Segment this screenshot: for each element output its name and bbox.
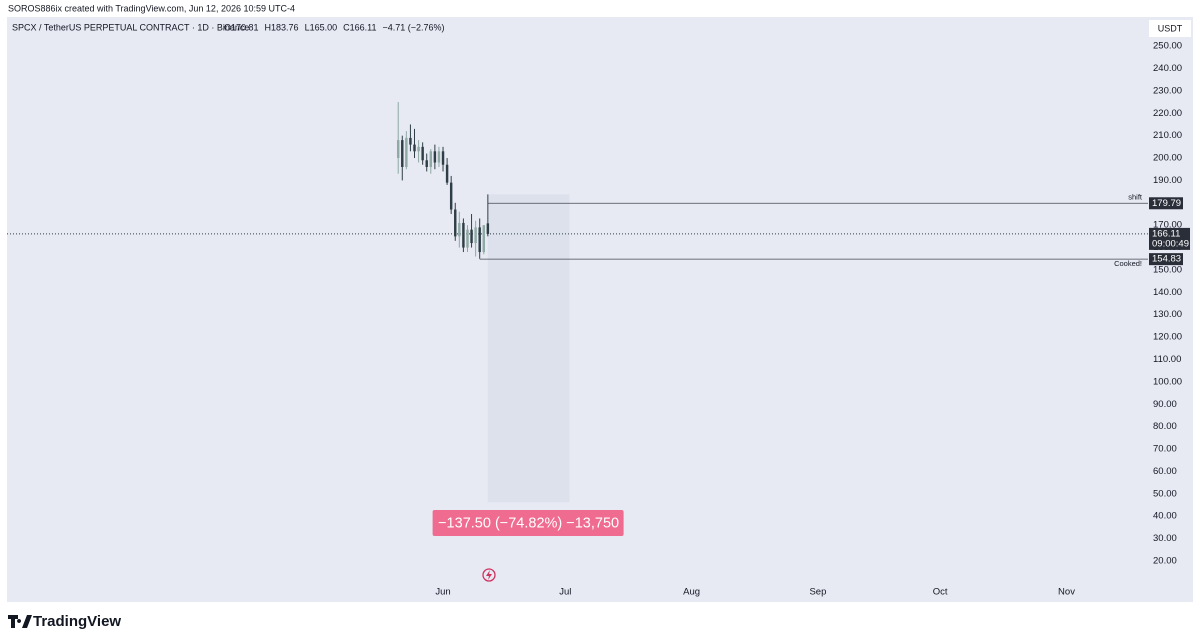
lightning-icon <box>482 568 496 582</box>
price-label: 154.83 <box>1152 254 1181 265</box>
legend-item: H183.76 <box>265 22 299 32</box>
candle-body <box>462 222 465 248</box>
y-tick-label: 230.00 <box>1153 85 1182 96</box>
candle-body <box>466 229 469 248</box>
chart-background <box>7 17 1193 602</box>
x-tick-label: Sep <box>809 587 826 598</box>
candle-body <box>421 146 424 161</box>
price-label-box <box>1149 197 1183 210</box>
y-tick-label: 60.00 <box>1153 466 1177 477</box>
measure-label-box <box>432 510 624 536</box>
y-tick-label: 30.00 <box>1153 533 1177 544</box>
price-label: 179.79 <box>1152 198 1181 209</box>
legend-item: C166.11 <box>343 22 376 32</box>
measure-range <box>487 194 570 503</box>
chart-title: SPCX / TetherUS PERPETUAL CONTRACT · 1D … <box>12 22 249 32</box>
y-tick-label: 140.00 <box>1153 287 1182 298</box>
candle-body <box>454 209 457 237</box>
y-tick-label: 20.00 <box>1153 555 1177 566</box>
y-tick-label: 100.00 <box>1153 376 1182 387</box>
y-tick-label: 120.00 <box>1153 332 1182 343</box>
y-tick-label: 70.00 <box>1153 444 1177 455</box>
candle-body <box>458 222 461 237</box>
y-tick-label: 80.00 <box>1153 421 1177 432</box>
candle-body <box>401 140 404 167</box>
candle-body <box>409 137 412 145</box>
candle-body <box>429 151 433 167</box>
last-price-label: 166.11 <box>1152 228 1180 239</box>
y-tick-label: 130.00 <box>1153 309 1182 320</box>
candle-body <box>441 151 445 165</box>
countdown: 09:00:49 <box>1152 238 1189 249</box>
candle-body <box>474 227 477 244</box>
y-tick-label: 190.00 <box>1153 175 1182 186</box>
currency: USDT <box>1158 23 1183 33</box>
legend-item: L165.00 <box>305 22 338 32</box>
candle-body <box>417 146 420 152</box>
y-tick-label: 250.00 <box>1153 41 1182 52</box>
y-tick-label: 170.00 <box>1153 220 1182 231</box>
currency-box <box>1149 20 1191 37</box>
measure-label: −137.50 (−74.82%) −13,750 <box>438 515 619 531</box>
y-tick-label: 40.00 <box>1153 511 1177 522</box>
candle-body <box>437 151 441 163</box>
candle-body <box>486 223 490 234</box>
y-tick-label: 200.00 <box>1153 153 1182 164</box>
last-price-box <box>1149 227 1190 250</box>
y-tick-label: 240.00 <box>1153 63 1182 74</box>
candle-body <box>449 182 453 210</box>
y-tick-label: 90.00 <box>1153 399 1177 410</box>
header: SOROS886ix created with TradingView.com,… <box>8 3 295 13</box>
candle-body <box>433 151 437 163</box>
candle-body <box>482 225 485 253</box>
line-label: Cooked! <box>1114 259 1142 268</box>
y-tick-label: 110.00 <box>1153 354 1181 365</box>
footer-brand: TradingView <box>33 613 121 630</box>
candle-body <box>445 164 449 183</box>
y-tick-label: 210.00 <box>1153 130 1182 141</box>
x-tick-label: Jul <box>559 587 571 598</box>
candle-body <box>425 160 428 167</box>
line-label: shift <box>1128 192 1143 201</box>
price-label-box <box>1149 253 1183 266</box>
candle-body <box>396 140 400 159</box>
candle-body <box>413 144 416 152</box>
y-tick-label: 150.00 <box>1153 264 1182 275</box>
x-tick-label: Oct <box>933 587 948 598</box>
y-tick-label: 50.00 <box>1153 488 1177 499</box>
candle-body <box>470 229 473 244</box>
x-tick-label: Aug <box>683 587 700 598</box>
legend-item: −4.71 (−2.76%) <box>382 22 444 32</box>
logo <box>8 615 32 628</box>
x-tick-label: Jun <box>435 587 450 598</box>
candle-body <box>405 137 408 167</box>
candle-body <box>478 227 481 253</box>
legend-item: O170.81 <box>224 22 259 32</box>
y-tick-label: 220.00 <box>1153 108 1182 119</box>
x-tick-label: Nov <box>1058 587 1075 598</box>
